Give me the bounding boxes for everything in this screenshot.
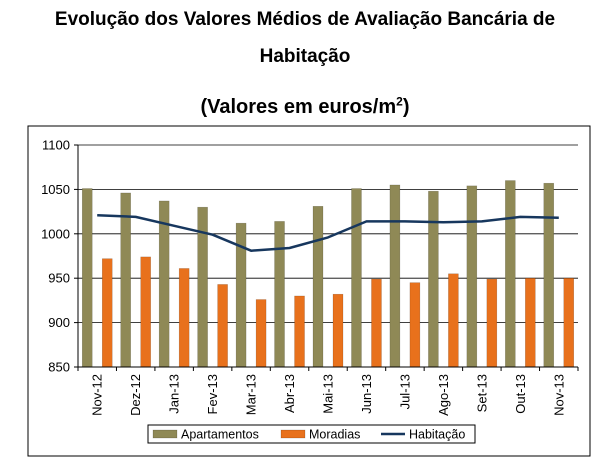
bar-moradias bbox=[217, 284, 228, 368]
x-tick-label: Out-13 bbox=[513, 374, 528, 414]
bar-moradias bbox=[178, 268, 190, 368]
bar-moradias bbox=[486, 278, 498, 368]
legend-label: Moradias bbox=[309, 428, 360, 442]
bar-moradias bbox=[101, 258, 113, 368]
chart-title-line-2: Habitação bbox=[259, 46, 351, 67]
bar-apartamentos bbox=[543, 182, 555, 368]
bar-apartamentos bbox=[351, 188, 362, 368]
line-group bbox=[97, 213, 559, 252]
x-tick-label: Nov-13 bbox=[551, 374, 566, 416]
bar-apartamentos bbox=[120, 192, 131, 368]
chart-subtitle: (Valores em euros/m2) bbox=[0, 94, 610, 118]
x-tick-label: Jun-13 bbox=[359, 374, 374, 414]
x-tick-label: Jul-13 bbox=[397, 374, 412, 409]
bars-group bbox=[77, 180, 579, 371]
bar-apartamentos bbox=[312, 206, 324, 368]
x-tick-label: Set-13 bbox=[474, 374, 489, 412]
chart-border bbox=[27, 125, 591, 457]
y-tick-label: 900 bbox=[48, 315, 70, 330]
y-tick-labels: 850 900 950 1000 1050 1100 bbox=[41, 138, 70, 375]
x-tick-label: Nov-12 bbox=[90, 374, 105, 416]
bar-moradias bbox=[525, 277, 536, 368]
bar-moradias bbox=[448, 273, 459, 368]
bar-moradias bbox=[563, 277, 575, 368]
x-tick-label: Abr-13 bbox=[282, 374, 297, 413]
chart-title-line-1: Evolução dos Valores Médios de Avaliação… bbox=[54, 9, 556, 30]
bar-apartamentos bbox=[158, 200, 170, 368]
subtitle-text: (Valores em euros/m bbox=[200, 96, 397, 118]
bar-apartamentos bbox=[428, 190, 439, 368]
bar-apartamentos bbox=[389, 184, 401, 368]
x-tick-label: Mai-13 bbox=[321, 374, 336, 414]
line-habitacao bbox=[97, 213, 559, 252]
bar-apartamentos bbox=[505, 180, 516, 368]
y-tick-label: 1000 bbox=[41, 226, 70, 241]
x-tick-label: Jan-13 bbox=[167, 374, 182, 414]
legend: Apartamentos Moradias Habitação bbox=[147, 424, 476, 444]
legend-swatch bbox=[152, 429, 178, 439]
bar-moradias bbox=[255, 299, 267, 368]
x-tick-label: Dez-12 bbox=[128, 374, 143, 416]
x-tick-label: Mar-13 bbox=[244, 374, 259, 415]
legend-label: Habitação bbox=[409, 428, 465, 442]
legend-box bbox=[147, 424, 476, 444]
bar-apartamentos bbox=[466, 185, 478, 368]
bar-moradias bbox=[140, 256, 151, 368]
x-tick-label: Fev-13 bbox=[205, 374, 220, 414]
y-tick-label: 950 bbox=[48, 271, 70, 286]
bar-apartamentos bbox=[81, 188, 93, 368]
legend-swatch bbox=[280, 429, 306, 439]
x-tick-label: Ago-13 bbox=[436, 374, 451, 416]
bar-moradias bbox=[371, 278, 382, 368]
y-tick-label: 850 bbox=[48, 360, 70, 375]
bar-moradias bbox=[409, 282, 421, 368]
x-tick-labels: Nov-12 Dez-12 Jan-13 Fev-13 Mar-13 Abr-13 Mai-… bbox=[90, 374, 567, 416]
bar-moradias bbox=[294, 295, 305, 368]
y-tick-label: 1100 bbox=[42, 138, 70, 153]
subtitle-close: ) bbox=[402, 96, 410, 118]
subtitle-superscript: 2 bbox=[396, 94, 403, 109]
legend-label: Apartamentos bbox=[181, 428, 259, 442]
y-tick-label: 1050 bbox=[41, 182, 70, 197]
bar-moradias bbox=[332, 293, 344, 368]
bar-apartamentos bbox=[274, 221, 285, 368]
